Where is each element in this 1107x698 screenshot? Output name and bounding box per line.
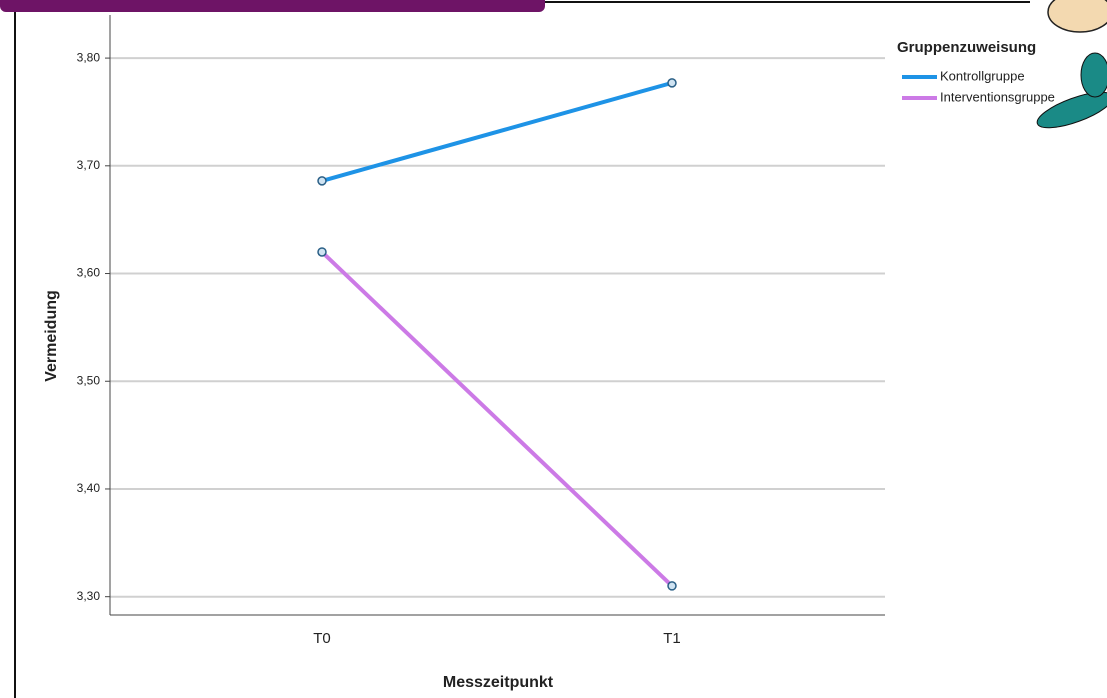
- y-tick-label: 3,80: [77, 50, 101, 64]
- decoration: [1036, 0, 1107, 129]
- y-tick-label: 3,70: [77, 158, 101, 172]
- y-tick-label: 3,50: [77, 373, 101, 387]
- y-tick-label: 3,60: [77, 266, 101, 280]
- window-tab: [0, 0, 545, 12]
- series-line: [321, 80, 673, 183]
- legend-label: Interventionsgruppe: [940, 89, 1055, 104]
- y-tick-label: 3,40: [77, 481, 101, 495]
- point: [317, 176, 327, 186]
- series-line: [320, 250, 674, 588]
- y-tick-label: 3,30: [77, 589, 101, 603]
- point: [667, 581, 677, 591]
- x-axis-label: Messzeitpunkt: [443, 674, 554, 691]
- point: [667, 78, 677, 88]
- legend-title: Gruppenzuweisung: [897, 39, 1036, 56]
- x-tick-label: T1: [663, 630, 681, 647]
- y-axis-label: Vermeidung: [43, 290, 60, 382]
- point: [317, 247, 327, 257]
- x-tick-label: T0: [313, 630, 331, 647]
- legend-label: Kontrollgruppe: [940, 68, 1025, 83]
